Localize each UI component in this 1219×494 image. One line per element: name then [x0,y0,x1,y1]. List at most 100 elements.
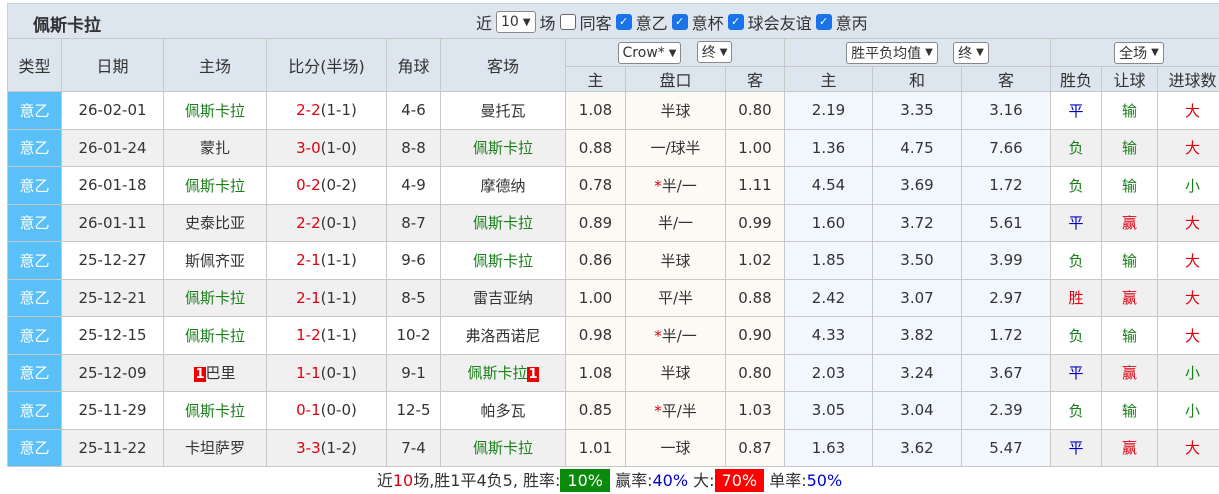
league-cell: 意乙 [7,278,62,317]
ah-company-select[interactable]: Crow* ▼ [617,42,682,64]
eu-draw-odds: 3.50 [900,251,934,270]
range-select[interactable]: 全场 ▼ [1114,41,1164,64]
summary-bar: 近10场,胜1平4负5, 胜率: 10% 赢率:40% 大: 70% 单率:50% [0,467,1219,492]
score-cell[interactable]: 1-1(0-1) [266,353,387,392]
home-cell[interactable]: 史泰比亚 [163,203,267,242]
score-cell[interactable]: 0-1(0-0) [266,391,387,430]
score-cell[interactable]: 2-2(1-1) [266,91,387,130]
full-time-score: 2-2 [296,101,321,120]
away-cell[interactable]: 弗洛西诺尼 [440,316,566,355]
away-team: 佩斯卡拉 [467,364,528,383]
score-cell[interactable]: 3-0(1-0) [266,128,387,167]
corner-cell: 9-6 [386,241,441,280]
table-row[interactable]: 意乙 25-12-27 斯佩齐亚 2-1(1-1) 9-6 佩斯卡拉 0.86 半球 1.02 1… [7,241,1219,280]
score-cell[interactable]: 3-3(1-2) [266,428,387,467]
away-team: 佩斯卡拉 [472,139,533,158]
table-row[interactable]: 意乙 26-01-11 史泰比亚 2-2(0-1) 8-7 佩斯卡拉 0.89 半/一 0.99… [7,203,1219,242]
red-card-badge: 1 [194,367,206,383]
away-cell[interactable]: 佩斯卡拉 [440,428,566,467]
home-cell[interactable]: 蒙扎 [163,128,267,167]
match-table: 类型 日期 主场 比分(半场) 角球 客场 Crow* ▼ 终 ▼ 胜平负均值 ▼ 终… [7,38,1219,467]
home-cell[interactable]: 佩斯卡拉 [163,316,267,355]
away-cell[interactable]: 佩斯卡拉 [440,128,566,167]
league-checkbox-cup[interactable]: ✓ [671,14,688,30]
half-time-score: (0-0) [320,401,357,420]
away-cell[interactable]: 帕多瓦 [440,391,566,430]
ah-company-value: Crow* [622,45,665,61]
table-row[interactable]: 意乙 25-11-29 佩斯卡拉 0-1(0-0) 12-5 帕多瓦 0.85 *平/半 1.0… [7,391,1219,430]
ah-line-cell: 一球 [625,428,726,467]
table-row[interactable]: 意乙 25-12-15 佩斯卡拉 1-2(1-1) 10-2 弗洛西诺尼 0.98 *半/一 0… [7,316,1219,355]
table-row[interactable]: 意乙 26-01-18 佩斯卡拉 0-2(0-2) 4-9 摩德纳 0.78 *半/一 1.11… [7,166,1219,205]
away-team: 曼托瓦 [480,101,526,120]
result: 平 [1068,364,1084,383]
score-cell[interactable]: 2-1(1-1) [266,278,387,317]
eu-type-value: 胜平负均值 [851,45,922,62]
ah-home-cell: 1.00 [565,278,626,317]
chevron-down-icon: ▼ [925,47,933,58]
table-row[interactable]: 意乙 25-12-09 1巴里 1-1(0-1) 9-1 佩斯卡拉1 1.08 半球 0.80 2… [7,353,1219,392]
ah-home-odds: 1.08 [578,363,613,382]
home-cell[interactable]: 佩斯卡拉 [163,166,267,205]
ah-away-odds: 0.99 [738,213,772,232]
ah-home-cell: 1.08 [565,91,626,130]
away-team: 佩斯卡拉 [472,439,533,458]
score-cell[interactable]: 0-2(0-2) [266,166,387,205]
eu-draw-odds: 3.62 [900,438,934,457]
ah-away-cell: 0.87 [725,428,785,467]
same-away-checkbox[interactable] [559,14,576,30]
ah-time-select[interactable]: 终 ▼ [696,41,733,63]
same-away-label: 同客 [579,14,612,33]
home-cell[interactable]: 卡坦萨罗 [163,428,267,467]
score-cell[interactable]: 2-2(0-1) [266,203,387,242]
full-time-score: 2-1 [296,288,321,307]
table-row[interactable]: 意乙 25-12-21 佩斯卡拉 2-1(1-1) 8-5 雷吉亚纳 1.00 平/半 0.88… [7,278,1219,317]
score-cell[interactable]: 1-2(1-1) [266,316,387,355]
col-result: 胜负 [1050,66,1102,92]
home-cell[interactable]: 1巴里 [163,353,267,392]
away-cell[interactable]: 佩斯卡拉1 [440,353,566,392]
eu-home-odds: 2.42 [811,288,846,307]
handicap-cell: 赢 [1101,203,1158,242]
title-bar: 佩斯卡拉 近 10 ▼ 场 同客 ✓ 意乙 ✓ 意杯 ✓ 球会友谊 ✓ 意丙 [7,3,1219,38]
half-time-score: (1-1) [320,326,357,345]
score-cell[interactable]: 2-1(1-1) [266,241,387,280]
eu-away-cell: 5.47 [961,428,1051,467]
away-cell[interactable]: 雷吉亚纳 [440,278,566,317]
handicap-result: 输 [1121,401,1137,420]
league-cell: 意乙 [7,91,62,130]
match-count-select[interactable]: 10 ▼ [496,11,536,33]
away-cell[interactable]: 摩德纳 [440,166,566,205]
league: 意乙 [19,101,50,120]
ah-selectors: Crow* ▼ 终 ▼ [565,38,785,67]
result-cell: 平 [1050,353,1102,392]
away-cell[interactable]: 曼托瓦 [440,91,566,130]
home-cell[interactable]: 斯佩齐亚 [163,241,267,280]
result-cell: 胜 [1050,278,1102,317]
home-cell[interactable]: 佩斯卡拉 [163,278,267,317]
league-checkbox-friendly[interactable]: ✓ [727,14,744,30]
eu-type-select[interactable]: 胜平负均值 ▼ [846,41,938,64]
eu-time-select[interactable]: 终 ▼ [953,41,989,64]
ah-away-cell: 1.02 [725,241,785,280]
home-cell[interactable]: 佩斯卡拉 [163,391,267,430]
home-cell[interactable]: 佩斯卡拉 [163,91,267,130]
star-mark: * [654,176,662,195]
home-team: 佩斯卡拉 [184,401,245,420]
team-title: 佩斯卡拉 [33,16,101,36]
eu-home-odds: 2.03 [811,363,846,382]
chevron-down-icon: ▼ [1151,47,1159,58]
eu-home-odds: 4.54 [811,176,846,195]
away-cell[interactable]: 佩斯卡拉 [440,241,566,280]
table-row[interactable]: 意乙 26-01-24 蒙扎 3-0(1-0) 8-8 佩斯卡拉 0.88 一/球半 1.00 1… [7,128,1219,167]
eu-away-odds: 1.72 [989,326,1023,345]
col-eu-draw: 和 [872,66,962,92]
table-row[interactable]: 意乙 25-11-22 卡坦萨罗 3-3(1-2) 7-4 佩斯卡拉 1.01 一球 0.87 1… [7,428,1219,467]
away-cell[interactable]: 佩斯卡拉 [440,203,566,242]
date-cell: 25-12-15 [61,316,164,355]
league-checkbox-serie-b[interactable]: ✓ [615,14,632,30]
league-checkbox-serie-c[interactable]: ✓ [815,14,832,30]
corners: 8-7 [401,213,426,232]
home-team: 卡坦萨罗 [184,439,245,458]
table-row[interactable]: 意乙 26-02-01 佩斯卡拉 2-2(1-1) 4-6 曼托瓦 1.08 半球 0.80 2.… [7,91,1219,130]
